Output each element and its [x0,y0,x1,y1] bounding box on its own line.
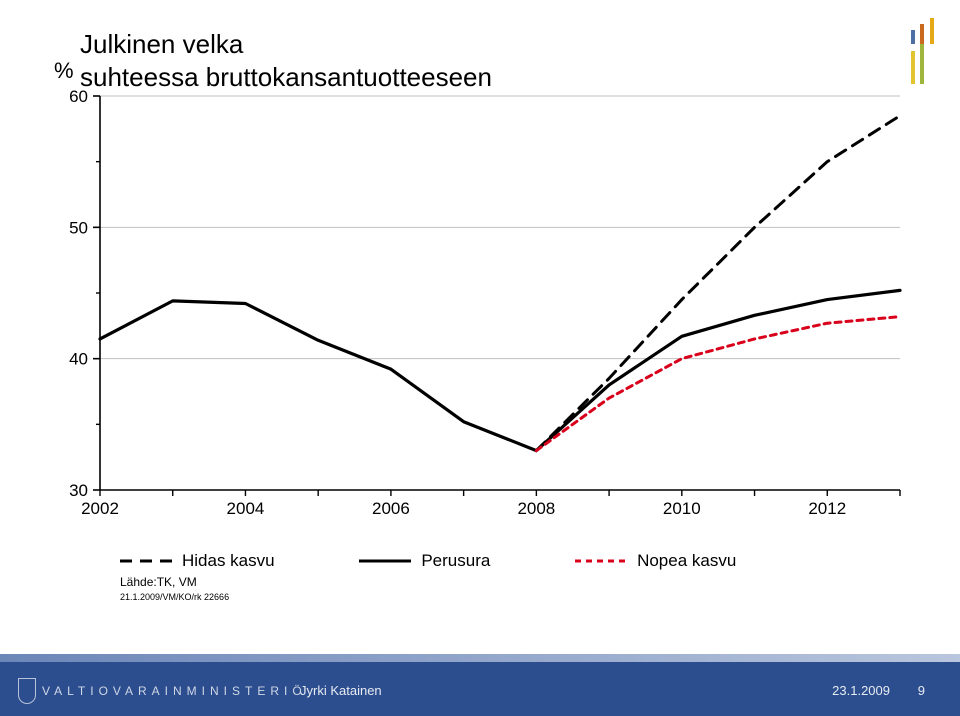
legend-label-nopea: Nopea kasvu [637,551,736,571]
corner-logo-bars [910,18,940,58]
svg-text:50: 50 [69,218,88,237]
svg-text:60: 60 [69,90,88,106]
legend-swatch-perusura-icon [359,559,411,563]
footer-page-number: 9 [918,683,925,698]
chart-legend: Hidas kasvu Perusura Nopea kasvu [120,548,900,571]
chart-source-ref: 21.1.2009/VM/KO/rk 22666 [120,592,229,602]
legend-swatch-nopea-icon [575,559,627,563]
svg-text:40: 40 [69,350,88,369]
footer-emblem-icon [18,678,36,704]
chart-title: Julkinen velka suhteessa bruttokansantuo… [80,28,492,93]
footer-date: 23.1.2009 [832,683,890,698]
slide: % Julkinen velka suhteessa bruttokansant… [0,0,960,716]
chart-title-line1: Julkinen velka [80,28,492,61]
legend-item-nopea: Nopea kasvu [575,551,736,571]
y-axis-unit-label: % [54,58,74,84]
footer-ministry-label: VALTIOVARAINMINISTERIÖ [42,684,307,698]
slide-footer: VALTIOVARAINMINISTERIÖ Jyrki Katainen 23… [0,654,960,716]
chart-svg: 30 40 50 60 2002 2004 2006 2008 2010 2012 [50,90,910,530]
svg-text:2002: 2002 [81,499,119,518]
legend-label-hidas: Hidas kasvu [182,551,275,571]
legend-swatch-hidas-icon [120,559,172,563]
svg-text:2008: 2008 [517,499,555,518]
svg-text:2012: 2012 [808,499,846,518]
chart-source: Lähde:TK, VM [120,575,197,589]
svg-text:2010: 2010 [663,499,701,518]
chart-area: 30 40 50 60 2002 2004 2006 2008 2010 2012 [50,90,910,530]
legend-item-perusura: Perusura [359,551,490,571]
legend-label-perusura: Perusura [421,551,490,571]
legend-item-hidas: Hidas kasvu [120,551,275,571]
chart-title-line2: suhteessa bruttokansantuotteeseen [80,61,492,94]
footer-gradient-bar [0,654,960,662]
footer-presenter-name: Jyrki Katainen [300,683,382,698]
svg-text:30: 30 [69,481,88,500]
svg-text:2004: 2004 [227,499,265,518]
svg-text:2006: 2006 [372,499,410,518]
